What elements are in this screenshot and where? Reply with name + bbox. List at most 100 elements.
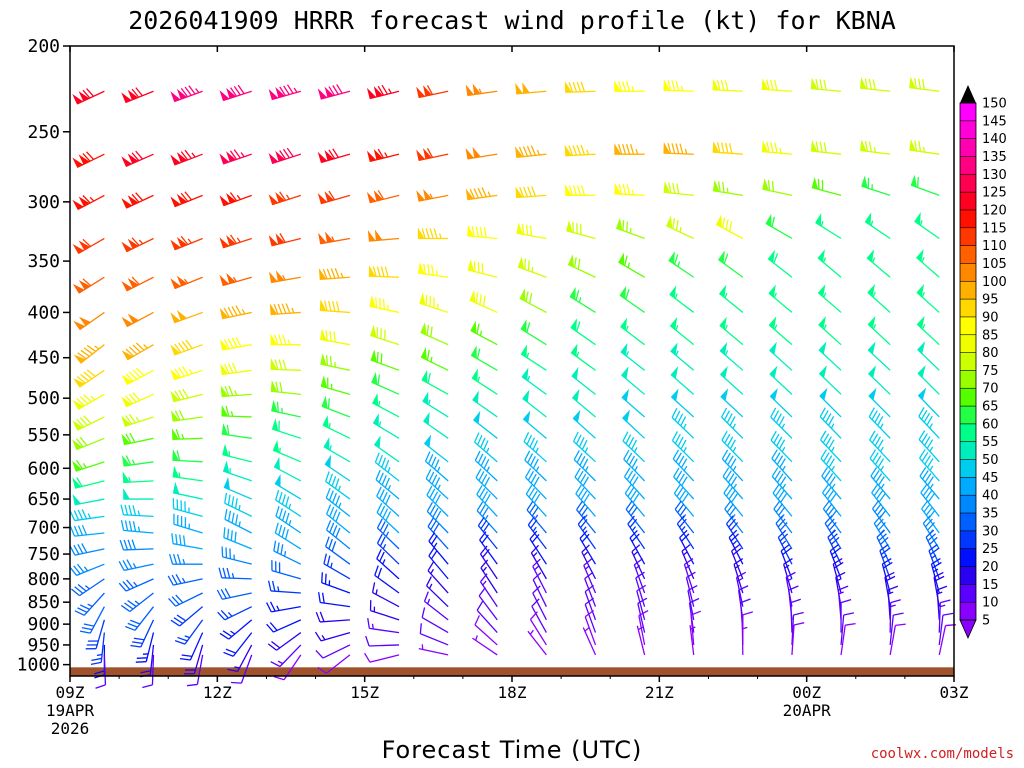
- barb-feather: [843, 612, 855, 616]
- wind-barb: [323, 553, 351, 580]
- barb-half-feather: [85, 585, 90, 590]
- barb-feather: [721, 407, 728, 418]
- barb-feather: [716, 142, 721, 153]
- wind-barb: [121, 311, 154, 328]
- wind-barb: [567, 254, 596, 278]
- barb-half-feather: [337, 485, 341, 492]
- barb-feather: [828, 521, 837, 531]
- barb-feather: [335, 495, 341, 506]
- barb-half-feather: [227, 612, 233, 617]
- colorbar-swatch: [960, 566, 976, 585]
- barb-pennant: [373, 190, 384, 202]
- wind-barb: [418, 262, 449, 278]
- y-tick-label: 500: [27, 388, 60, 409]
- barb-shaft: [424, 600, 449, 621]
- barb-feather: [883, 561, 893, 569]
- wind-barb: [712, 78, 743, 92]
- wind-barb: [72, 237, 105, 255]
- barb-pennant: [170, 312, 181, 324]
- barb-feather: [929, 536, 938, 545]
- wind-barb: [326, 520, 351, 550]
- barb-feather: [483, 227, 487, 238]
- barb-half-feather: [329, 445, 332, 451]
- colorbar-swatch: [960, 530, 976, 550]
- barb-half-feather: [83, 566, 89, 572]
- barb-shaft: [673, 492, 695, 517]
- barb-pennant: [72, 157, 84, 168]
- barb-feather: [827, 529, 837, 538]
- barb-half-feather: [831, 483, 836, 489]
- wind-barb: [369, 295, 400, 314]
- barb-shaft: [938, 615, 944, 646]
- barb-feather: [873, 515, 882, 524]
- wind-barb: [271, 560, 302, 580]
- barb-feather: [128, 371, 138, 380]
- wind-barb: [72, 415, 105, 431]
- barb-feather: [770, 79, 774, 91]
- barb-feather: [71, 588, 80, 597]
- barb-pennant: [817, 284, 826, 298]
- barb-feather: [636, 584, 647, 592]
- barb-pennant: [465, 147, 475, 160]
- barb-feather: [575, 434, 582, 445]
- x-tick-date: 19APR: [46, 701, 95, 720]
- barb-pennant: [521, 367, 529, 381]
- barb-pennant: [620, 342, 628, 357]
- barb-half-feather: [683, 423, 687, 429]
- barb-feather: [627, 487, 635, 497]
- barb-feather: [840, 598, 852, 604]
- wind-barb: [118, 559, 154, 572]
- barb-feather: [617, 81, 623, 92]
- barb-pennant: [317, 193, 328, 205]
- barb-half-feather: [823, 292, 827, 298]
- barb-pennant: [614, 182, 622, 195]
- barb-shaft: [149, 644, 155, 675]
- barb-half-feather: [724, 350, 729, 356]
- barb-feather: [365, 635, 370, 647]
- barb-pennant: [619, 285, 627, 300]
- barb-feather: [434, 494, 441, 504]
- barb-feather: [774, 142, 778, 153]
- colorbar-label: 70: [982, 382, 999, 397]
- wind-barb: [416, 85, 449, 99]
- y-tick-label: 600: [27, 458, 60, 479]
- barb-feather: [922, 470, 929, 480]
- barb-feather: [825, 503, 833, 513]
- barb-feather: [227, 510, 232, 522]
- barb-half-feather: [430, 356, 433, 363]
- barb-shaft: [771, 458, 793, 482]
- barb-feather: [81, 524, 88, 536]
- wind-barb: [673, 484, 695, 517]
- barb-feather: [532, 440, 539, 451]
- barb-feather: [772, 484, 780, 494]
- barb-feather: [425, 576, 432, 587]
- colorbar-swatch: [960, 459, 976, 478]
- barb-feather: [925, 518, 933, 528]
- barb-half-feather: [773, 292, 777, 298]
- barb-pennant: [668, 251, 675, 265]
- barb-feather: [273, 540, 277, 552]
- barb-feather: [374, 565, 379, 576]
- wind-barb: [427, 517, 449, 550]
- barb-half-feather: [724, 292, 728, 299]
- barb-pennant: [72, 420, 84, 431]
- barb-half-feather: [929, 423, 933, 429]
- barb-feather: [321, 572, 323, 583]
- barb-shaft: [829, 550, 842, 580]
- wind-barb: [526, 500, 547, 534]
- barb-feather: [334, 268, 340, 279]
- barb-pennant: [72, 94, 84, 105]
- barb-half-feather: [479, 330, 483, 336]
- barb-feather: [231, 496, 235, 507]
- y-tick-label: 850: [27, 592, 60, 613]
- barb-pennant: [368, 265, 376, 277]
- barb-pennant: [78, 280, 91, 290]
- barb-feather: [332, 525, 338, 536]
- barb-feather: [279, 150, 287, 160]
- barb-pennant: [621, 366, 629, 380]
- barb-feather: [333, 331, 336, 343]
- barb-pennant: [565, 184, 573, 196]
- barb-shaft: [134, 606, 155, 631]
- barb-feather: [524, 258, 527, 270]
- wind-barb: [472, 635, 498, 656]
